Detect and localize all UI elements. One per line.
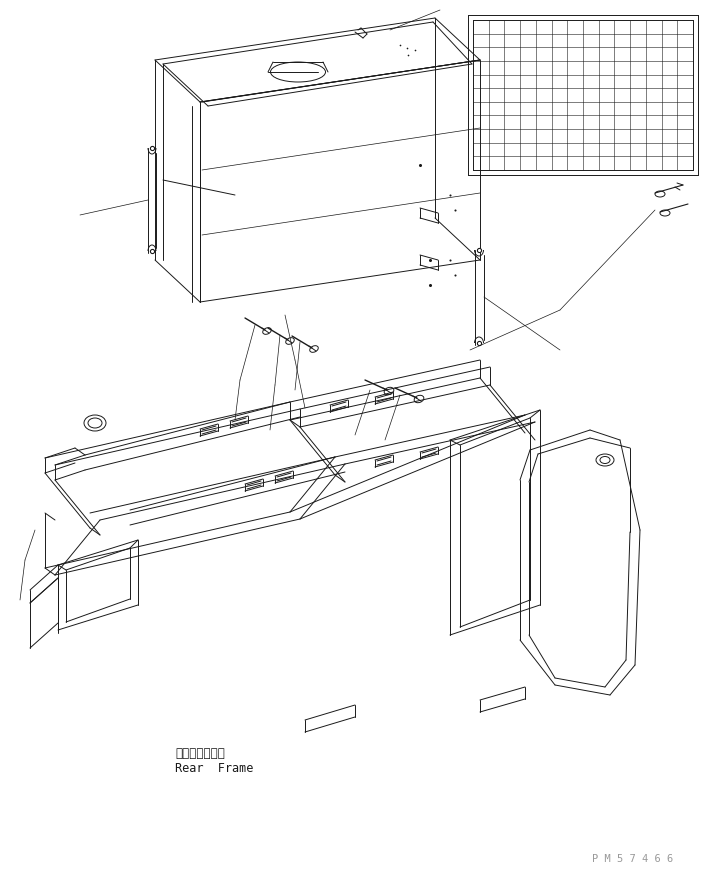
Text: リヤーフレーム: リヤーフレーム (175, 747, 225, 760)
Text: Rear  Frame: Rear Frame (175, 762, 253, 775)
Text: P M 5 7 4 6 6: P M 5 7 4 6 6 (592, 854, 673, 864)
